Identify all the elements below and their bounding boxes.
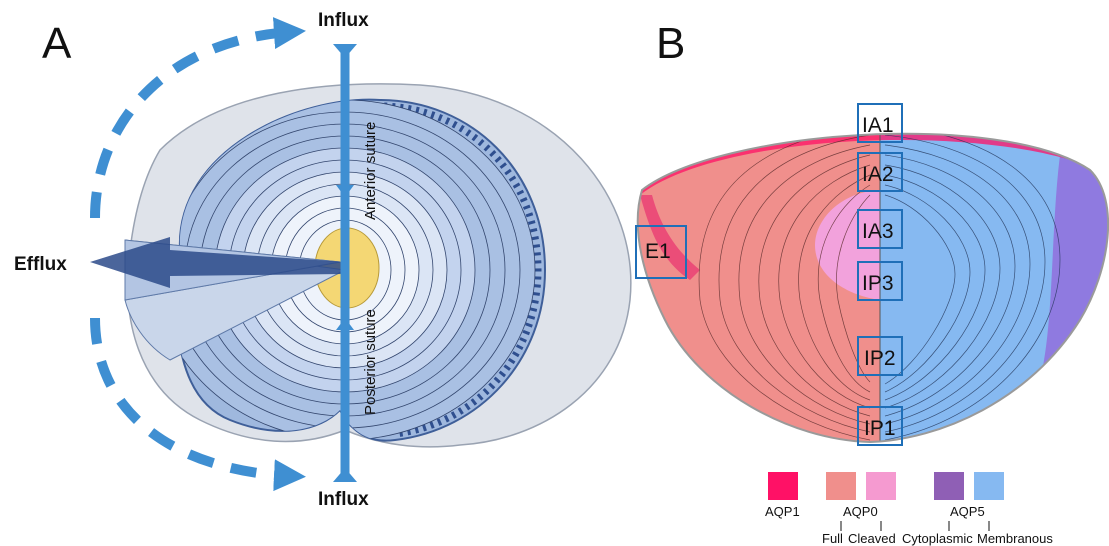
zone-label-e1: E1 bbox=[645, 240, 671, 263]
zone-label-ip1: IP1 bbox=[864, 417, 896, 440]
zone-box-ip3 bbox=[857, 261, 903, 301]
zone-label-ip2: IP2 bbox=[864, 347, 896, 370]
zone-boxes bbox=[635, 103, 903, 446]
zone-box-ip1 bbox=[857, 406, 903, 446]
panel-a: A Efflux bbox=[14, 10, 632, 510]
zone-box-ia1 bbox=[857, 103, 903, 143]
legend-swatch-aqp5-cytoplasmic bbox=[934, 472, 964, 500]
zone-label-ip3: IP3 bbox=[862, 272, 894, 295]
efflux-arrow bbox=[90, 237, 345, 288]
legend-membranous-label: Membranous bbox=[977, 531, 1053, 546]
influx-arrow-bottom bbox=[90, 317, 306, 492]
panel-a-letter: A bbox=[42, 19, 72, 68]
influx-bottom-label: Influx bbox=[318, 489, 369, 510]
influx-top-label: Influx bbox=[318, 10, 369, 31]
lens-section-outline bbox=[636, 132, 1109, 444]
panel-b-letter: B bbox=[656, 19, 685, 68]
anterior-suture-label: Anterior suture bbox=[362, 122, 379, 220]
aqp0-cleaved-region bbox=[815, 190, 880, 300]
zone-box-ia2 bbox=[857, 152, 903, 192]
legend-cytoplasmic-label: Cytoplasmic bbox=[902, 531, 973, 546]
zone-box-ip2 bbox=[857, 336, 903, 376]
posterior-suture-label: Posterior suture bbox=[362, 309, 379, 415]
zone-box-e1 bbox=[635, 225, 687, 279]
zone-label-ia1: IA1 bbox=[862, 114, 894, 137]
legend-swatch-aqp0-full bbox=[826, 472, 856, 500]
zone-box-ia3 bbox=[857, 209, 903, 249]
legend-cleaved-label: Cleaved bbox=[848, 531, 896, 546]
legend-aqp1-label: AQP1 bbox=[765, 504, 800, 519]
legend-full-label: Full bbox=[822, 531, 843, 546]
legend-swatch-aqp5-membranous bbox=[974, 472, 1004, 500]
legend-aqp5-label: AQP5 bbox=[950, 504, 985, 519]
zone-label-ia2: IA2 bbox=[862, 163, 894, 186]
zone-label-ia3: IA3 bbox=[862, 220, 894, 243]
efflux-label: Efflux bbox=[14, 254, 67, 275]
panel-b: B bbox=[635, 19, 1109, 546]
legend-swatch-aqp0-cleaved bbox=[866, 472, 896, 500]
legend: AQP1 AQP0 AQP5 Full Cleaved Cytoplasmic … bbox=[765, 472, 1053, 546]
influx-arrow-top bbox=[90, 17, 306, 219]
legend-aqp0-label: AQP0 bbox=[843, 504, 878, 519]
legend-swatch-aqp1 bbox=[768, 472, 798, 500]
